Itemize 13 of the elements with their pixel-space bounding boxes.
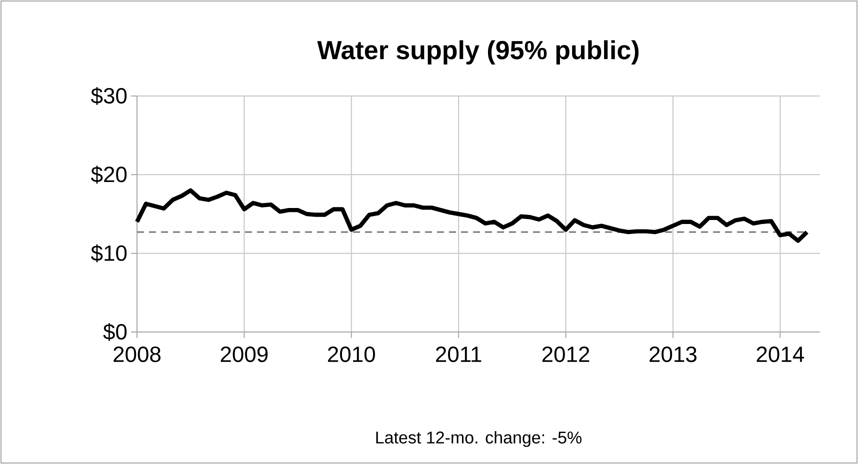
x-tick-label: 2010 [328, 346, 375, 362]
chart-title: Water supply (95% public) [317, 40, 639, 64]
x-tick-label: 2014 [756, 346, 804, 362]
x-tick-label: 2008 [114, 346, 161, 362]
y-tick-label: $30 [91, 87, 127, 105]
y-tick-label: $0 [103, 323, 127, 341]
x-tick-label: 2012 [542, 346, 590, 362]
x-tick-label: 2011 [436, 346, 482, 362]
y-tick-label: $20 [91, 166, 127, 184]
text: Latest 12-mo. change: -5% [376, 431, 582, 447]
x-tick-label: 2009 [220, 346, 268, 362]
y-tick-label: $10 [91, 244, 127, 262]
x-tick-label: 2013 [650, 346, 696, 362]
